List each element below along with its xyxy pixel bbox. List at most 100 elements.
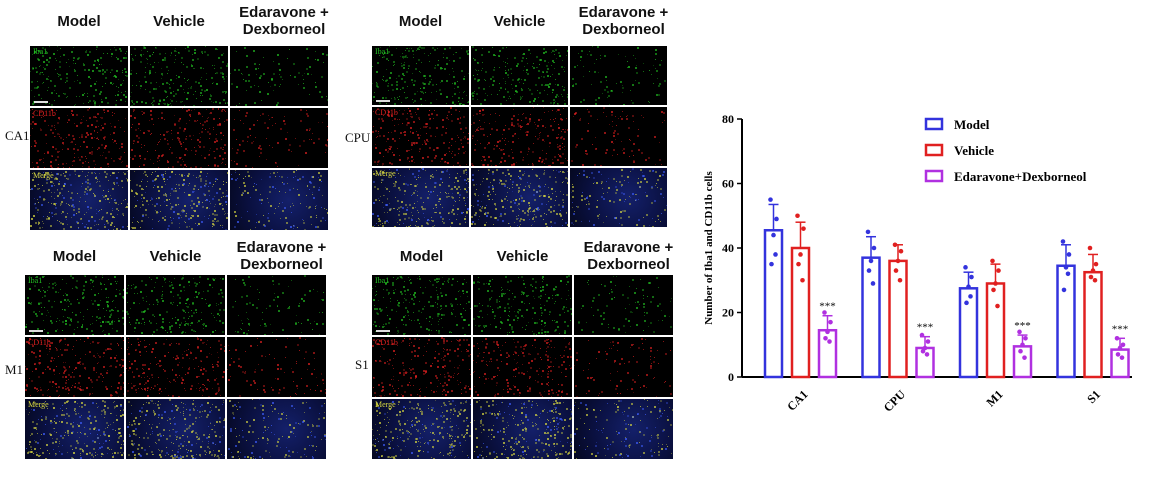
data-point bbox=[1017, 329, 1022, 335]
data-point bbox=[871, 245, 877, 251]
data-point bbox=[822, 310, 827, 315]
legend-swatch bbox=[924, 143, 944, 157]
data-point bbox=[768, 197, 773, 202]
legend-label: Vehicle bbox=[954, 143, 994, 158]
data-point bbox=[795, 213, 800, 219]
data-point bbox=[771, 232, 776, 238]
y-tick-label: 60 bbox=[722, 177, 734, 191]
data-point bbox=[1060, 239, 1066, 244]
data-point bbox=[969, 274, 974, 280]
micrograph-merge-model: Merge bbox=[372, 399, 471, 459]
legend-swatch bbox=[924, 117, 944, 131]
stain-label-cd11b: CD11b bbox=[33, 109, 56, 118]
micrograph-iba1-treatment bbox=[574, 275, 673, 335]
bar-model-s1 bbox=[1056, 264, 1076, 379]
bar-model-ca1 bbox=[763, 229, 784, 379]
region-label: M1 bbox=[5, 362, 23, 378]
stain-label-merge: Merge bbox=[33, 171, 54, 180]
data-point bbox=[1087, 245, 1093, 251]
data-point bbox=[774, 216, 779, 222]
column-header-vehicle: Vehicle bbox=[126, 248, 225, 265]
column-header-treatment: Edaravone + Dexborneol bbox=[230, 4, 338, 38]
data-point bbox=[898, 248, 904, 254]
bar-model-cpu bbox=[861, 256, 881, 379]
micrograph-iba1-treatment bbox=[227, 275, 326, 335]
data-point bbox=[1061, 287, 1067, 293]
data-point bbox=[1114, 336, 1120, 341]
significance-marker: *** bbox=[1014, 320, 1031, 332]
micrograph-iba1-vehicle bbox=[473, 275, 572, 335]
legend-label: Edaravone+Dexborneol bbox=[954, 169, 1087, 184]
column-header-vehicle: Vehicle bbox=[473, 248, 572, 265]
micrograph-merge-treatment bbox=[227, 399, 326, 459]
stain-label-merge: Merge bbox=[375, 400, 396, 409]
micrograph-iba1-model: Iba1 bbox=[25, 275, 124, 335]
column-header-vehicle: Vehicle bbox=[130, 13, 228, 30]
data-point bbox=[1020, 342, 1025, 348]
stain-label-cd11b: CD11b bbox=[28, 338, 51, 347]
micrograph-cd11b-vehicle bbox=[130, 108, 228, 168]
region-label: S1 bbox=[355, 357, 369, 373]
y-axis-label: Number of Iba1 and CD11b cells bbox=[703, 171, 715, 325]
significance-marker: *** bbox=[917, 322, 934, 334]
x-tick-label: S1 bbox=[1084, 387, 1103, 406]
stain-label-merge: Merge bbox=[28, 400, 49, 409]
bar-vehicle-m1 bbox=[985, 282, 1006, 379]
column-header-model: Model bbox=[25, 248, 124, 265]
bar-chart: 0 20 40 60 80 Number of Iba1 and CD11b cells *… bbox=[703, 112, 1132, 415]
region-label: CA1 bbox=[5, 128, 30, 144]
region-label: CPU bbox=[345, 130, 370, 146]
data-point bbox=[1065, 271, 1071, 277]
micrograph-iba1-vehicle bbox=[130, 46, 228, 106]
micrograph-cd11b-model: CD11b bbox=[25, 337, 124, 397]
stain-label-cd11b: CD11b bbox=[375, 108, 398, 117]
significance-marker: *** bbox=[1112, 323, 1129, 335]
data-point bbox=[963, 265, 968, 270]
data-point bbox=[925, 339, 931, 344]
scale-bar bbox=[34, 101, 48, 103]
micrograph-cd11b-model: CD11b bbox=[372, 337, 471, 397]
micrograph-cd11b-treatment bbox=[574, 337, 673, 397]
data-point bbox=[920, 348, 926, 354]
data-point bbox=[993, 281, 998, 286]
data-point bbox=[825, 329, 830, 335]
data-point bbox=[991, 287, 996, 293]
scale-bar bbox=[29, 330, 43, 332]
micrograph-cd11b-model: CD11b bbox=[30, 108, 128, 168]
x-tick-label: CA1 bbox=[784, 387, 810, 413]
data-point bbox=[995, 303, 1000, 309]
data-point bbox=[828, 319, 833, 325]
y-tick-label: 0 bbox=[728, 370, 734, 384]
data-point bbox=[798, 252, 803, 257]
micrograph-cd11b-treatment bbox=[570, 107, 667, 166]
column-header-model: Model bbox=[372, 13, 469, 30]
data-point bbox=[897, 277, 903, 283]
data-point bbox=[801, 226, 806, 231]
micrograph-merge-treatment bbox=[230, 170, 328, 230]
data-point bbox=[966, 284, 971, 289]
micrograph-iba1-vehicle bbox=[126, 275, 225, 335]
micrograph-merge-treatment bbox=[574, 399, 673, 459]
data-point bbox=[919, 332, 925, 338]
data-point bbox=[1092, 277, 1098, 283]
data-point bbox=[968, 294, 973, 299]
micrograph-merge-model: Merge bbox=[25, 399, 124, 459]
data-point bbox=[1120, 342, 1126, 348]
micrograph-merge-vehicle bbox=[126, 399, 225, 459]
column-header-model: Model bbox=[372, 248, 471, 265]
data-point bbox=[1115, 352, 1121, 357]
data-point bbox=[990, 258, 995, 264]
data-point bbox=[1119, 355, 1125, 360]
stain-label-iba1: Iba1 bbox=[375, 276, 389, 285]
micrograph-iba1-treatment bbox=[230, 46, 328, 106]
data-point bbox=[870, 281, 876, 286]
data-point bbox=[1066, 252, 1072, 257]
y-tick-label: 80 bbox=[722, 112, 734, 126]
y-tick-label: 40 bbox=[722, 241, 734, 255]
column-header-treatment: Edaravone + Dexborneol bbox=[574, 239, 683, 273]
micrograph-merge-treatment bbox=[570, 168, 667, 227]
data-point bbox=[1088, 274, 1094, 280]
data-point bbox=[1090, 268, 1096, 273]
micrograph-iba1-vehicle bbox=[471, 46, 568, 105]
micrograph-merge-vehicle bbox=[130, 170, 228, 230]
